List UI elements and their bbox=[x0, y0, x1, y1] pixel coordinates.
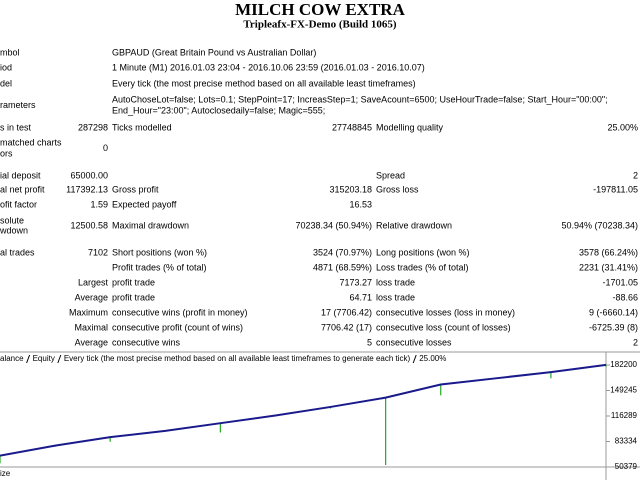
report-cell: Average bbox=[75, 292, 108, 302]
report-cell: 0 bbox=[103, 143, 108, 153]
y-tick-label: 83334 bbox=[615, 437, 638, 446]
report-cell: 5 bbox=[367, 337, 372, 347]
legend-text: 25.00% bbox=[419, 354, 446, 363]
report-cell: wdown bbox=[0, 225, 28, 235]
report-cell: mbol bbox=[0, 47, 20, 57]
report-cell: -6725.39 (8) bbox=[589, 322, 638, 332]
report-cell: Every tick (the most precise method base… bbox=[112, 78, 416, 88]
report-cell: ofit factor bbox=[0, 199, 37, 209]
report-cell: consecutive wins (profit in money) bbox=[112, 307, 248, 317]
report-cell: matched charts bbox=[0, 137, 62, 147]
y-tick-label: 116289 bbox=[611, 411, 638, 420]
y-tick-label: 182200 bbox=[610, 360, 637, 369]
report-cell: 2 bbox=[633, 170, 638, 180]
report-cell: 25.00% bbox=[607, 122, 638, 132]
report-cell: loss trade bbox=[376, 277, 415, 287]
report-cell: Short positions (won %) bbox=[112, 247, 207, 257]
report-cell: Long positions (won %) bbox=[376, 247, 470, 257]
report-cell: solute bbox=[0, 215, 24, 225]
report-cell: Ticks modelled bbox=[112, 122, 172, 132]
y-tick-label: 149245 bbox=[610, 386, 637, 395]
subtitle: Tripleafx-FX-Demo (Build 1065) bbox=[243, 19, 397, 31]
report-cell: 117392.13 bbox=[66, 184, 108, 194]
legend-separator bbox=[412, 354, 417, 364]
report-cell: Average bbox=[75, 337, 108, 347]
report-cell: s in test bbox=[0, 122, 32, 132]
report-cell: al net profit bbox=[0, 184, 45, 194]
report-cell: consecutive wins bbox=[112, 337, 181, 347]
report-cell: 27748845 bbox=[332, 122, 372, 132]
legend-text: Every tick (the most precise method base… bbox=[64, 354, 411, 363]
report-cell: 3524 (70.97%) bbox=[313, 247, 372, 257]
report-cell: 3578 (66.24%) bbox=[579, 247, 638, 257]
y-tick-label: 50379 bbox=[615, 462, 638, 471]
report-cell: Maximal drawdown bbox=[112, 220, 189, 230]
report-cell: consecutive losses bbox=[376, 337, 452, 347]
title: MILCH COW EXTRA bbox=[235, 0, 405, 19]
report-cell: 16.53 bbox=[349, 199, 372, 209]
report-cell: 9 (-6660.14) bbox=[589, 307, 638, 317]
size-label: ize bbox=[0, 469, 11, 478]
legend-text: alance bbox=[0, 354, 24, 363]
report-cell: Profit trades (% of total) bbox=[112, 262, 207, 272]
report-cell: Gross loss bbox=[376, 184, 419, 194]
report-cell: Modelling quality bbox=[376, 122, 444, 132]
report-cell: Maximal bbox=[74, 322, 108, 332]
report-cell: profit trade bbox=[112, 292, 155, 302]
report-cell: iod bbox=[0, 62, 12, 72]
report-cell: Gross profit bbox=[112, 184, 159, 194]
report-cell: 12500.58 bbox=[70, 220, 108, 230]
report-cell: Loss trades (% of total) bbox=[376, 262, 469, 272]
report-cell: consecutive loss (count of losses) bbox=[376, 322, 511, 332]
report-cell: loss trade bbox=[376, 292, 415, 302]
report-cell: GBPAUD (Great Britain Pound vs Australia… bbox=[112, 47, 316, 57]
report-cell: 17 (7706.42) bbox=[321, 307, 372, 317]
report-cell: rameters bbox=[0, 100, 36, 110]
report-cell: 50.94% (70238.34) bbox=[561, 220, 638, 230]
report-cell: AutoChoseLot=false; Lots=0.1; StepPoint=… bbox=[112, 94, 608, 104]
report-cell: Largest bbox=[78, 277, 109, 287]
report-cell: 7173.27 bbox=[339, 277, 372, 287]
report-cell: 64.71 bbox=[349, 292, 372, 302]
report-cell: Expected payoff bbox=[112, 199, 177, 209]
report-cell: 1 Minute (M1) 2016.01.03 23:04 - 2016.10… bbox=[112, 62, 425, 72]
report-cell: consecutive profit (count of wins) bbox=[112, 322, 243, 332]
report-cell: ors bbox=[0, 148, 13, 158]
report-cell: 2 bbox=[633, 337, 638, 347]
report-cell: al trades bbox=[0, 247, 35, 257]
report-cell: 4871 (68.59%) bbox=[313, 262, 372, 272]
report-cell: ial deposit bbox=[0, 170, 41, 180]
legend-separator bbox=[57, 354, 62, 364]
legend-separator bbox=[26, 354, 31, 364]
legend-text: Equity bbox=[33, 354, 55, 363]
report-cell: 2231 (31.41%) bbox=[579, 262, 638, 272]
report-cell: 7706.42 (17) bbox=[321, 322, 372, 332]
report-cell: Spread bbox=[376, 170, 405, 180]
report-cell: 1.59 bbox=[90, 199, 108, 209]
report-cell: -1701.05 bbox=[602, 277, 638, 287]
report-cell: Maximum bbox=[69, 307, 108, 317]
report-cell: -88.66 bbox=[612, 292, 638, 302]
report-cell: consecutive losses (loss in money) bbox=[376, 307, 515, 317]
balance-line bbox=[0, 363, 607, 457]
report-cell: 7102 bbox=[88, 247, 108, 257]
report-cell: 65000.00 bbox=[70, 170, 108, 180]
report-cell: End_Hour="23:00"; Autoclosedaily=false; … bbox=[112, 105, 325, 115]
report-cell: 287298 bbox=[78, 122, 108, 132]
report-cell: Relative drawdown bbox=[376, 220, 452, 230]
report-cell: del bbox=[0, 78, 12, 88]
report-cell: -197811.05 bbox=[593, 184, 638, 194]
report-cell: 315203.18 bbox=[329, 184, 372, 194]
report-cell: profit trade bbox=[112, 277, 155, 287]
report-cell: 70238.34 (50.94%) bbox=[295, 220, 372, 230]
